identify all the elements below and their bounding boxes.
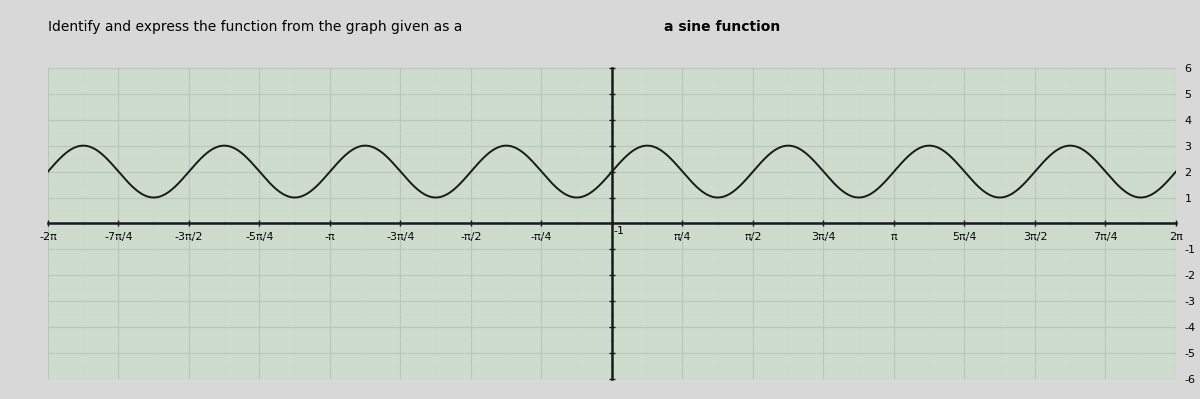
- Text: Identify and express the function from the graph given as a: Identify and express the function from t…: [48, 20, 467, 34]
- Text: a sine function: a sine function: [664, 20, 780, 34]
- Text: -1: -1: [613, 225, 625, 235]
